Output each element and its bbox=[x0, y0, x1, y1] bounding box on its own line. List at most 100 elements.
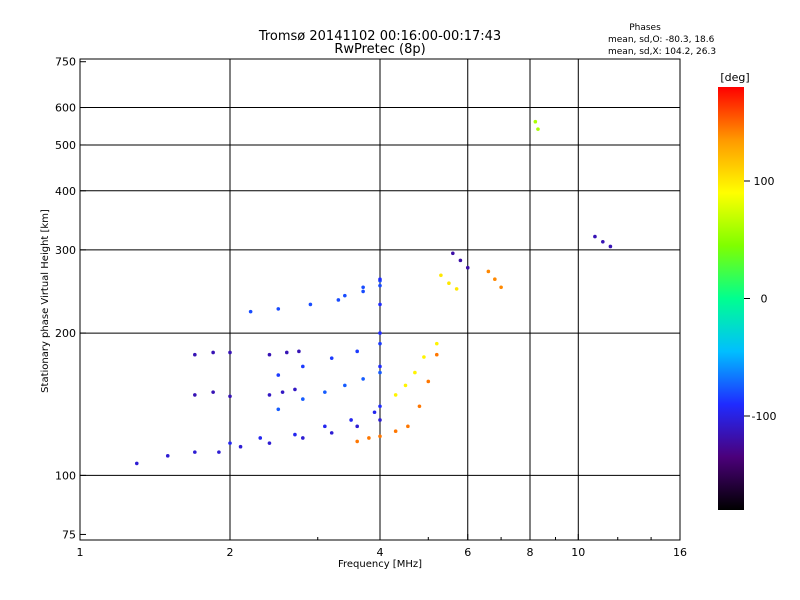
data-point bbox=[329, 431, 334, 435]
colorbar-ticks: 100 0 -100 bbox=[744, 175, 776, 423]
data-point bbox=[378, 364, 382, 369]
data-point bbox=[355, 439, 359, 444]
x-tick-label: 8 bbox=[527, 546, 534, 559]
y-tick-label: 500 bbox=[55, 139, 76, 152]
x-tick-label: 16 bbox=[673, 546, 687, 559]
data-point bbox=[493, 277, 497, 282]
x-tick-label: 2 bbox=[227, 546, 234, 559]
data-point bbox=[134, 461, 139, 466]
data-point bbox=[608, 244, 613, 249]
data-point bbox=[343, 383, 347, 388]
data-point bbox=[267, 441, 272, 445]
data-point bbox=[403, 383, 408, 388]
data-point bbox=[329, 356, 334, 360]
phase-box-line1: mean, sd,O: -80.3, 18.6 bbox=[608, 35, 715, 45]
data-point bbox=[323, 390, 327, 394]
data-point bbox=[343, 293, 347, 298]
data-point bbox=[426, 379, 431, 384]
data-point bbox=[434, 352, 439, 357]
data-point bbox=[422, 355, 426, 359]
y-tick-label: 750 bbox=[55, 56, 76, 69]
data-point bbox=[465, 265, 470, 270]
data-point bbox=[165, 454, 170, 458]
data-point bbox=[336, 298, 341, 302]
data-point bbox=[323, 424, 327, 429]
colorbar-label: [deg] bbox=[720, 71, 749, 84]
data-point bbox=[378, 418, 382, 422]
y-tick-label: 300 bbox=[55, 244, 76, 257]
data-point bbox=[593, 234, 597, 239]
data-point bbox=[378, 277, 382, 282]
data-point bbox=[193, 352, 197, 357]
data-point bbox=[284, 350, 289, 355]
x-tick-label: 6 bbox=[464, 546, 471, 559]
data-point bbox=[355, 424, 359, 429]
phase-box-line2: mean, sd,X: 104.2, 26.3 bbox=[608, 47, 716, 57]
data-point bbox=[193, 450, 197, 454]
data-point bbox=[378, 341, 382, 346]
x-tick-label: 10 bbox=[571, 546, 585, 559]
colorbar-tick-label: -100 bbox=[752, 410, 777, 423]
data-point bbox=[458, 258, 463, 263]
data-point bbox=[536, 127, 540, 131]
y-tick-label: 75 bbox=[62, 528, 76, 541]
y-tick-label: 100 bbox=[55, 469, 76, 482]
data-point bbox=[355, 349, 359, 354]
y-axis-label: Stationary phase Virtual Height [km] bbox=[40, 209, 51, 393]
data-point bbox=[367, 436, 371, 440]
data-point bbox=[434, 341, 439, 346]
data-point bbox=[447, 281, 451, 286]
x-tick-label: 4 bbox=[377, 546, 384, 559]
y-tick-label: 200 bbox=[55, 327, 76, 340]
x-tick-label: 1 bbox=[77, 546, 84, 559]
y-tick-label: 600 bbox=[55, 102, 76, 115]
data-point bbox=[361, 289, 365, 294]
data-point bbox=[349, 418, 353, 422]
data-point bbox=[293, 387, 297, 392]
data-point bbox=[211, 350, 215, 355]
data-point bbox=[378, 331, 382, 335]
y-tick-label: 400 bbox=[55, 185, 76, 198]
data-point bbox=[378, 283, 382, 288]
data-point bbox=[601, 239, 605, 244]
data-point bbox=[378, 370, 382, 375]
plot-area: 1 2 4 6 8 10 16 75 100 200 300 400 500 600 750 bbox=[55, 56, 687, 559]
data-point bbox=[228, 441, 232, 445]
data-point bbox=[413, 370, 417, 375]
data-point bbox=[228, 394, 232, 399]
data-point bbox=[451, 251, 455, 256]
data-point bbox=[378, 434, 382, 439]
data-point bbox=[308, 302, 313, 307]
colorbar-tick-label: 0 bbox=[761, 293, 768, 306]
data-point bbox=[499, 285, 503, 290]
data-point bbox=[372, 410, 377, 415]
data-point bbox=[276, 407, 281, 412]
data-point bbox=[486, 269, 491, 274]
data-point bbox=[361, 377, 365, 381]
data-point bbox=[293, 432, 297, 437]
data-point bbox=[276, 373, 281, 377]
data-point bbox=[228, 350, 232, 355]
x-axis-label: Frequency [MHz] bbox=[338, 559, 422, 570]
phase-box-heading: Phases bbox=[629, 23, 661, 33]
data-point bbox=[248, 309, 253, 314]
data-point bbox=[533, 119, 538, 124]
data-point bbox=[301, 436, 305, 440]
data-point bbox=[211, 390, 215, 394]
data-point bbox=[454, 287, 459, 291]
data-point bbox=[378, 404, 382, 409]
chart-title-line1: Tromsø 20141102 00:16:00-00:17:43 bbox=[258, 29, 501, 44]
data-point bbox=[238, 444, 243, 449]
data-point bbox=[439, 273, 443, 278]
data-point bbox=[276, 307, 281, 311]
chart-title-line2: RwPretec (8p) bbox=[334, 42, 425, 57]
data-point bbox=[378, 302, 382, 307]
data-point bbox=[267, 393, 272, 397]
data-point bbox=[280, 390, 285, 394]
data-point bbox=[417, 404, 422, 409]
data-point bbox=[393, 429, 398, 434]
data-point bbox=[301, 364, 305, 369]
colorbar-tick-label: 100 bbox=[754, 175, 775, 188]
data-point bbox=[267, 352, 272, 357]
